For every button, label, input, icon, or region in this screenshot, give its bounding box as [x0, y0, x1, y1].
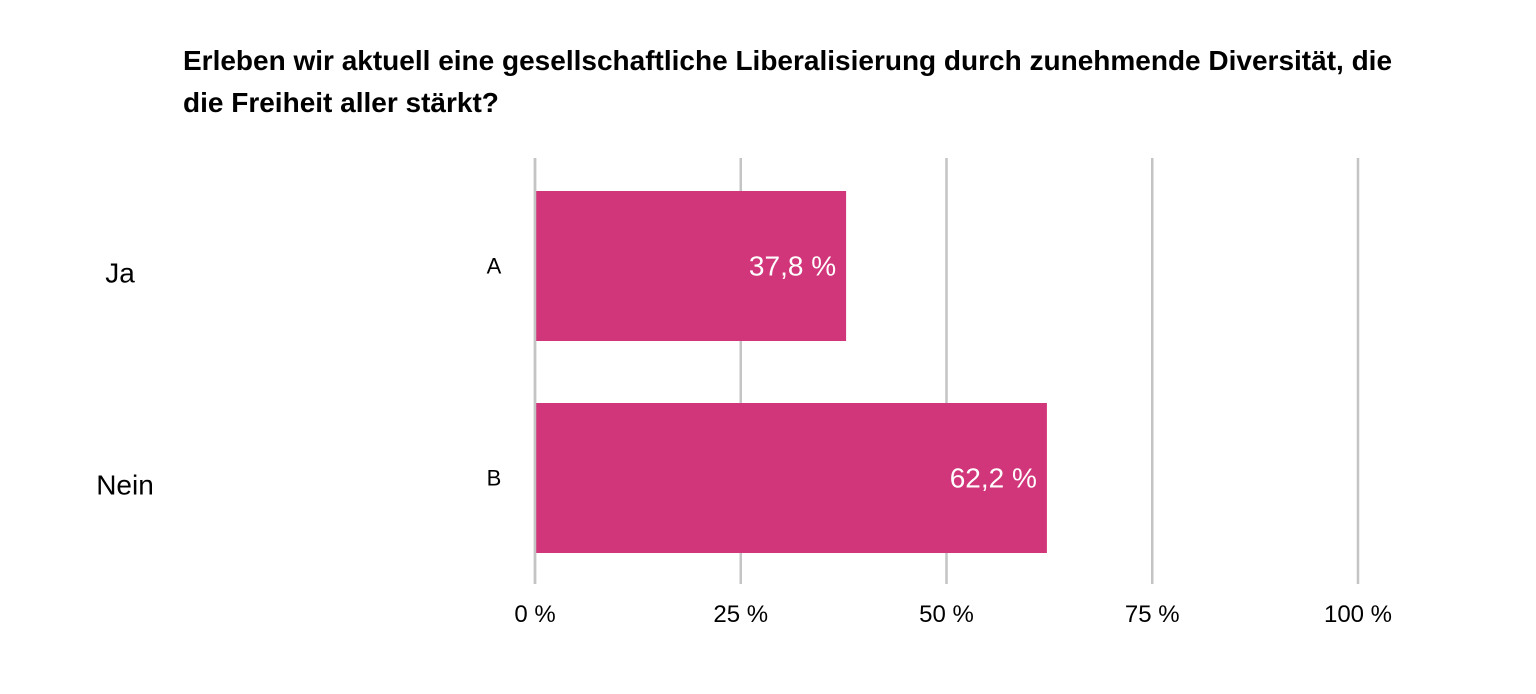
x-tick-label: 75 %	[1125, 601, 1180, 628]
category-label: Nein	[96, 470, 154, 501]
chart-title: Erleben wir aktuell eine gesellschaftlic…	[183, 45, 1393, 118]
x-tick-label: 0 %	[514, 601, 555, 628]
labels: 0 % 25 % 50 % 75 % 100 % 37,8 % A Ja 62,2 % B Nein	[96, 251, 1392, 629]
bar-value-label: 37,8 %	[749, 251, 836, 282]
x-tick-label: 100 %	[1324, 601, 1392, 628]
x-tick-label: 50 %	[919, 601, 974, 628]
bar-nein	[535, 403, 1047, 553]
x-tick-label: 25 %	[713, 601, 768, 628]
bar-code-label: B	[487, 466, 502, 491]
bars	[533, 158, 1047, 584]
bar-ja	[535, 191, 847, 341]
category-label: Ja	[105, 258, 135, 289]
bar-value-label: 62,2 %	[950, 463, 1037, 494]
bar-code-label: A	[487, 254, 502, 279]
